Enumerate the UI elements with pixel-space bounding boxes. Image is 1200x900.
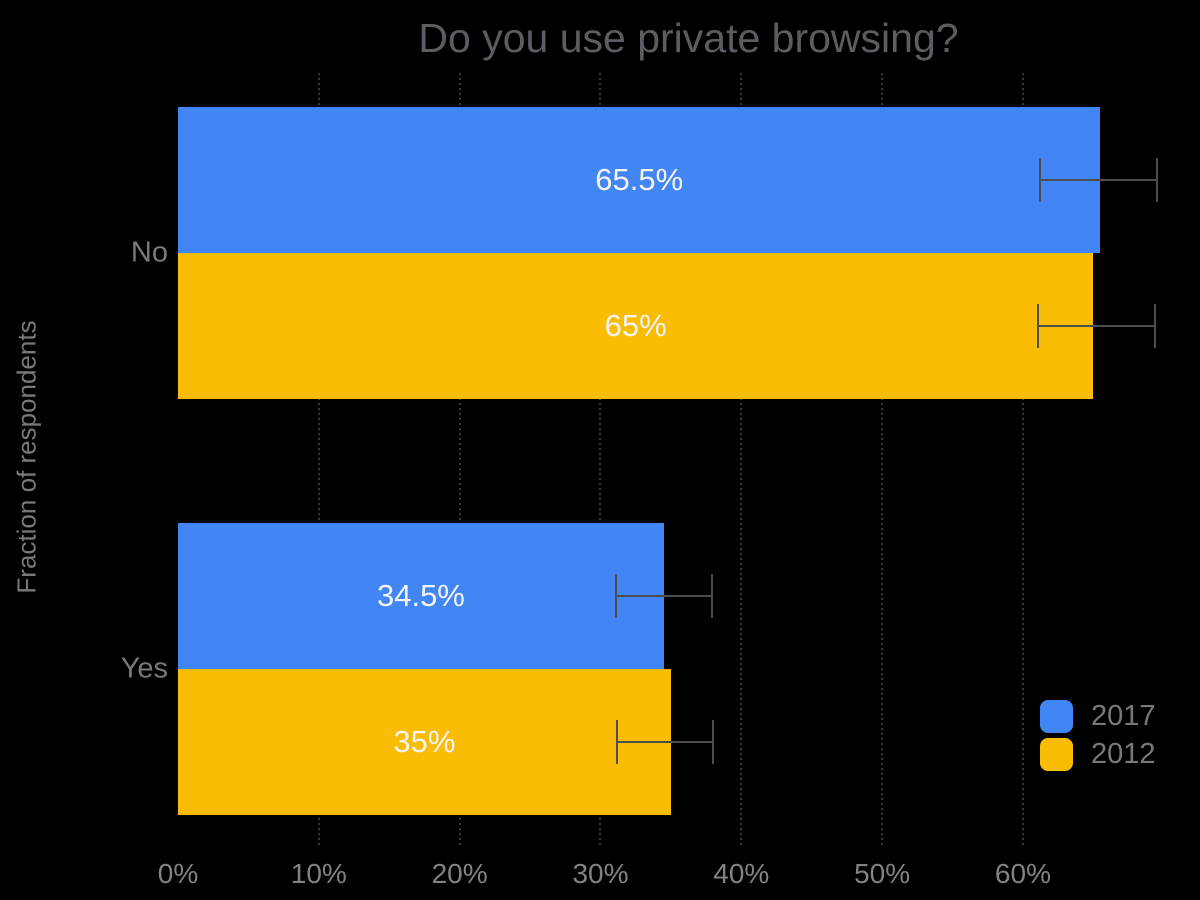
legend-label-2012: 2012 <box>1091 738 1156 770</box>
y-axis-title: Fraction of respondents <box>11 320 42 594</box>
gridline-50% <box>881 73 884 846</box>
error-bar-cap <box>614 574 617 618</box>
bar-yes-2017[interactable]: 34.5% <box>178 523 664 669</box>
bar-value-label: 65.5% <box>595 162 684 197</box>
x-tick-label-50%: 50% <box>854 858 911 889</box>
legend-swatch-2012 <box>1040 738 1073 771</box>
error-bar-cap <box>1037 304 1040 348</box>
bar-value-label: 35% <box>393 724 456 759</box>
error-bar-line <box>617 741 714 743</box>
x-tick-label-20%: 20% <box>431 858 488 889</box>
x-tick-label-10%: 10% <box>290 858 347 889</box>
bar-no-2017[interactable]: 65.5% <box>178 107 1101 253</box>
error-bar-cap <box>712 720 715 764</box>
x-tick-label-40%: 40% <box>713 858 770 889</box>
y-category-label-yes: Yes <box>120 652 168 685</box>
error-bar-cap <box>1155 158 1158 202</box>
bar-no-2012[interactable]: 65% <box>178 253 1094 399</box>
error-bar-line <box>1039 179 1157 181</box>
bar-value-label: 65% <box>604 308 667 343</box>
legend-item-2017[interactable]: 2017 <box>1040 700 1156 733</box>
legend-label-2017: 2017 <box>1091 700 1156 732</box>
error-bar-cap <box>616 720 619 764</box>
error-bar-line <box>1038 325 1156 327</box>
error-bar-cap <box>1038 158 1041 202</box>
bar-yes-2012[interactable]: 35% <box>178 669 671 815</box>
error-bar-cap <box>710 574 713 618</box>
gridline-20% <box>458 73 461 846</box>
gridline-60% <box>1021 73 1024 846</box>
gridline-40% <box>740 73 743 846</box>
error-bar-line <box>615 595 712 597</box>
y-category-label-no: No <box>130 236 168 269</box>
legend: 2017 2012 <box>1040 700 1156 776</box>
gridline-10% <box>317 73 320 846</box>
x-tick-label-0%: 0% <box>157 858 199 889</box>
bar-value-label: 34.5% <box>376 578 465 613</box>
legend-swatch-2017 <box>1040 700 1073 733</box>
error-bar-cap <box>1154 304 1157 348</box>
gridline-30% <box>599 73 602 846</box>
x-tick-label-60%: 60% <box>994 858 1051 889</box>
x-tick-label-30%: 30% <box>572 858 629 889</box>
legend-item-2012[interactable]: 2012 <box>1040 738 1156 771</box>
chart-title: Do you use private browsing? <box>418 15 959 61</box>
